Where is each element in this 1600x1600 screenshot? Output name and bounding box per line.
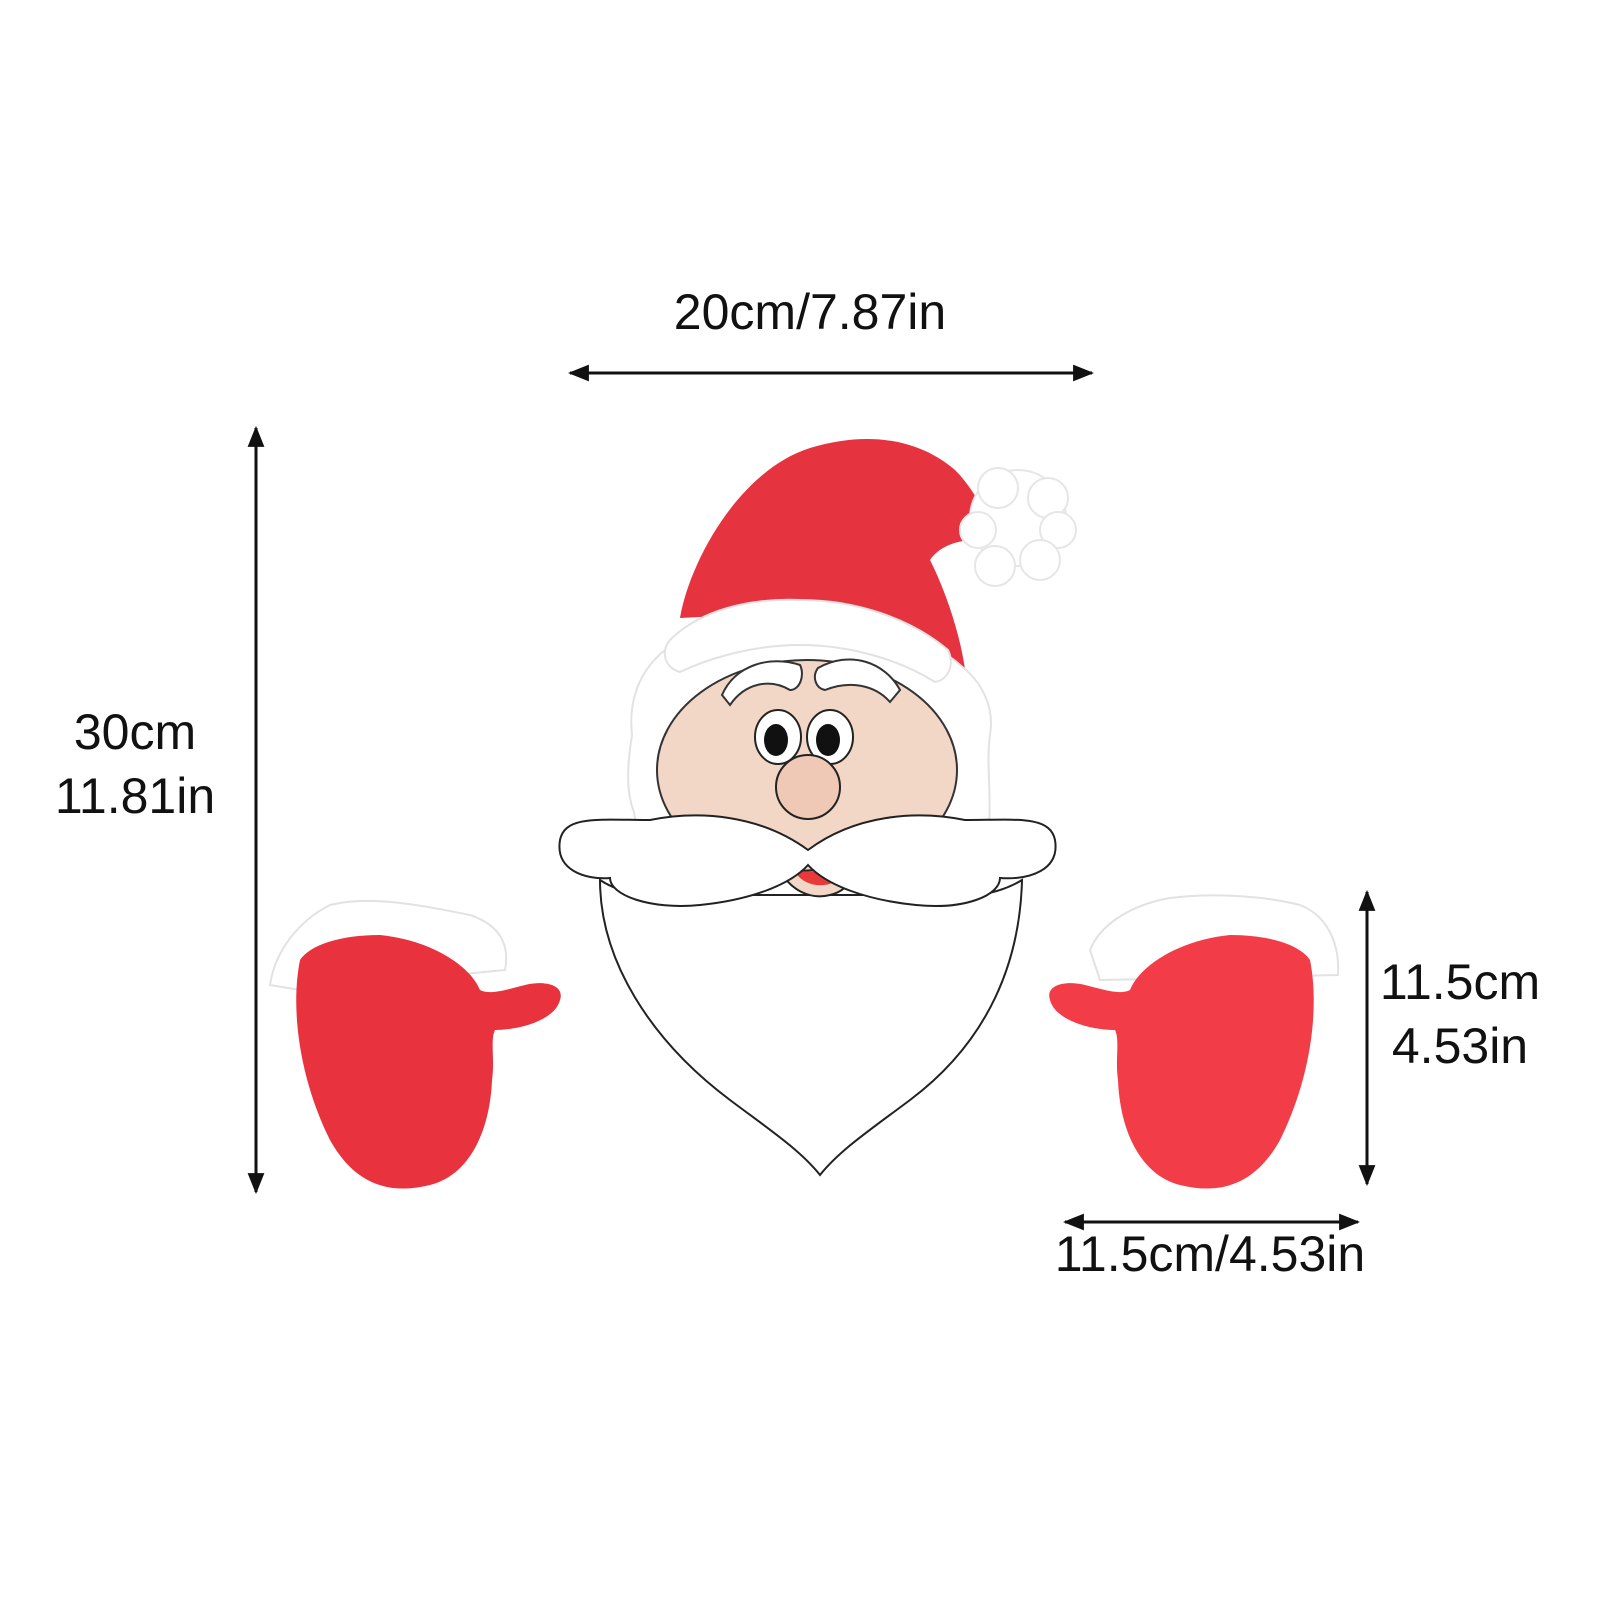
- right-mitten-body: [1049, 935, 1314, 1189]
- mitten-height-label: 11.5cm 4.53in: [1360, 950, 1560, 1078]
- total-height-in-text: 11.81in: [54, 768, 216, 824]
- left-eyebrow: [720, 660, 803, 707]
- total-height-cm-text: 30cm: [73, 704, 197, 760]
- santa-beard: [598, 878, 1024, 1177]
- hat-brim: [663, 598, 952, 684]
- face-width-text: 20cm/7.87in: [673, 284, 947, 340]
- total-height-label: 30cm 11.81in: [20, 700, 250, 828]
- mitten-height-cm-text: 11.5cm: [1379, 954, 1541, 1010]
- right-eyebrow: [813, 658, 902, 704]
- santa-eyes: [754, 709, 854, 765]
- santa-face-illustration: [558, 439, 1077, 1177]
- santa-mustache: [558, 814, 1057, 907]
- mitten-height-in-text: 4.53in: [1391, 1018, 1529, 1074]
- santa-nose: [775, 754, 841, 820]
- mitten-width-label: 11.5cm/4.53in: [1010, 1222, 1410, 1286]
- left-mitten-illustration: [268, 899, 561, 1189]
- hat-pompom: [959, 467, 1077, 587]
- face-width-label: 20cm/7.87in: [600, 280, 1020, 344]
- right-mitten-illustration: [1049, 894, 1340, 1189]
- left-mitten-body: [296, 935, 561, 1189]
- mitten-width-text: 11.5cm/4.53in: [1054, 1226, 1366, 1282]
